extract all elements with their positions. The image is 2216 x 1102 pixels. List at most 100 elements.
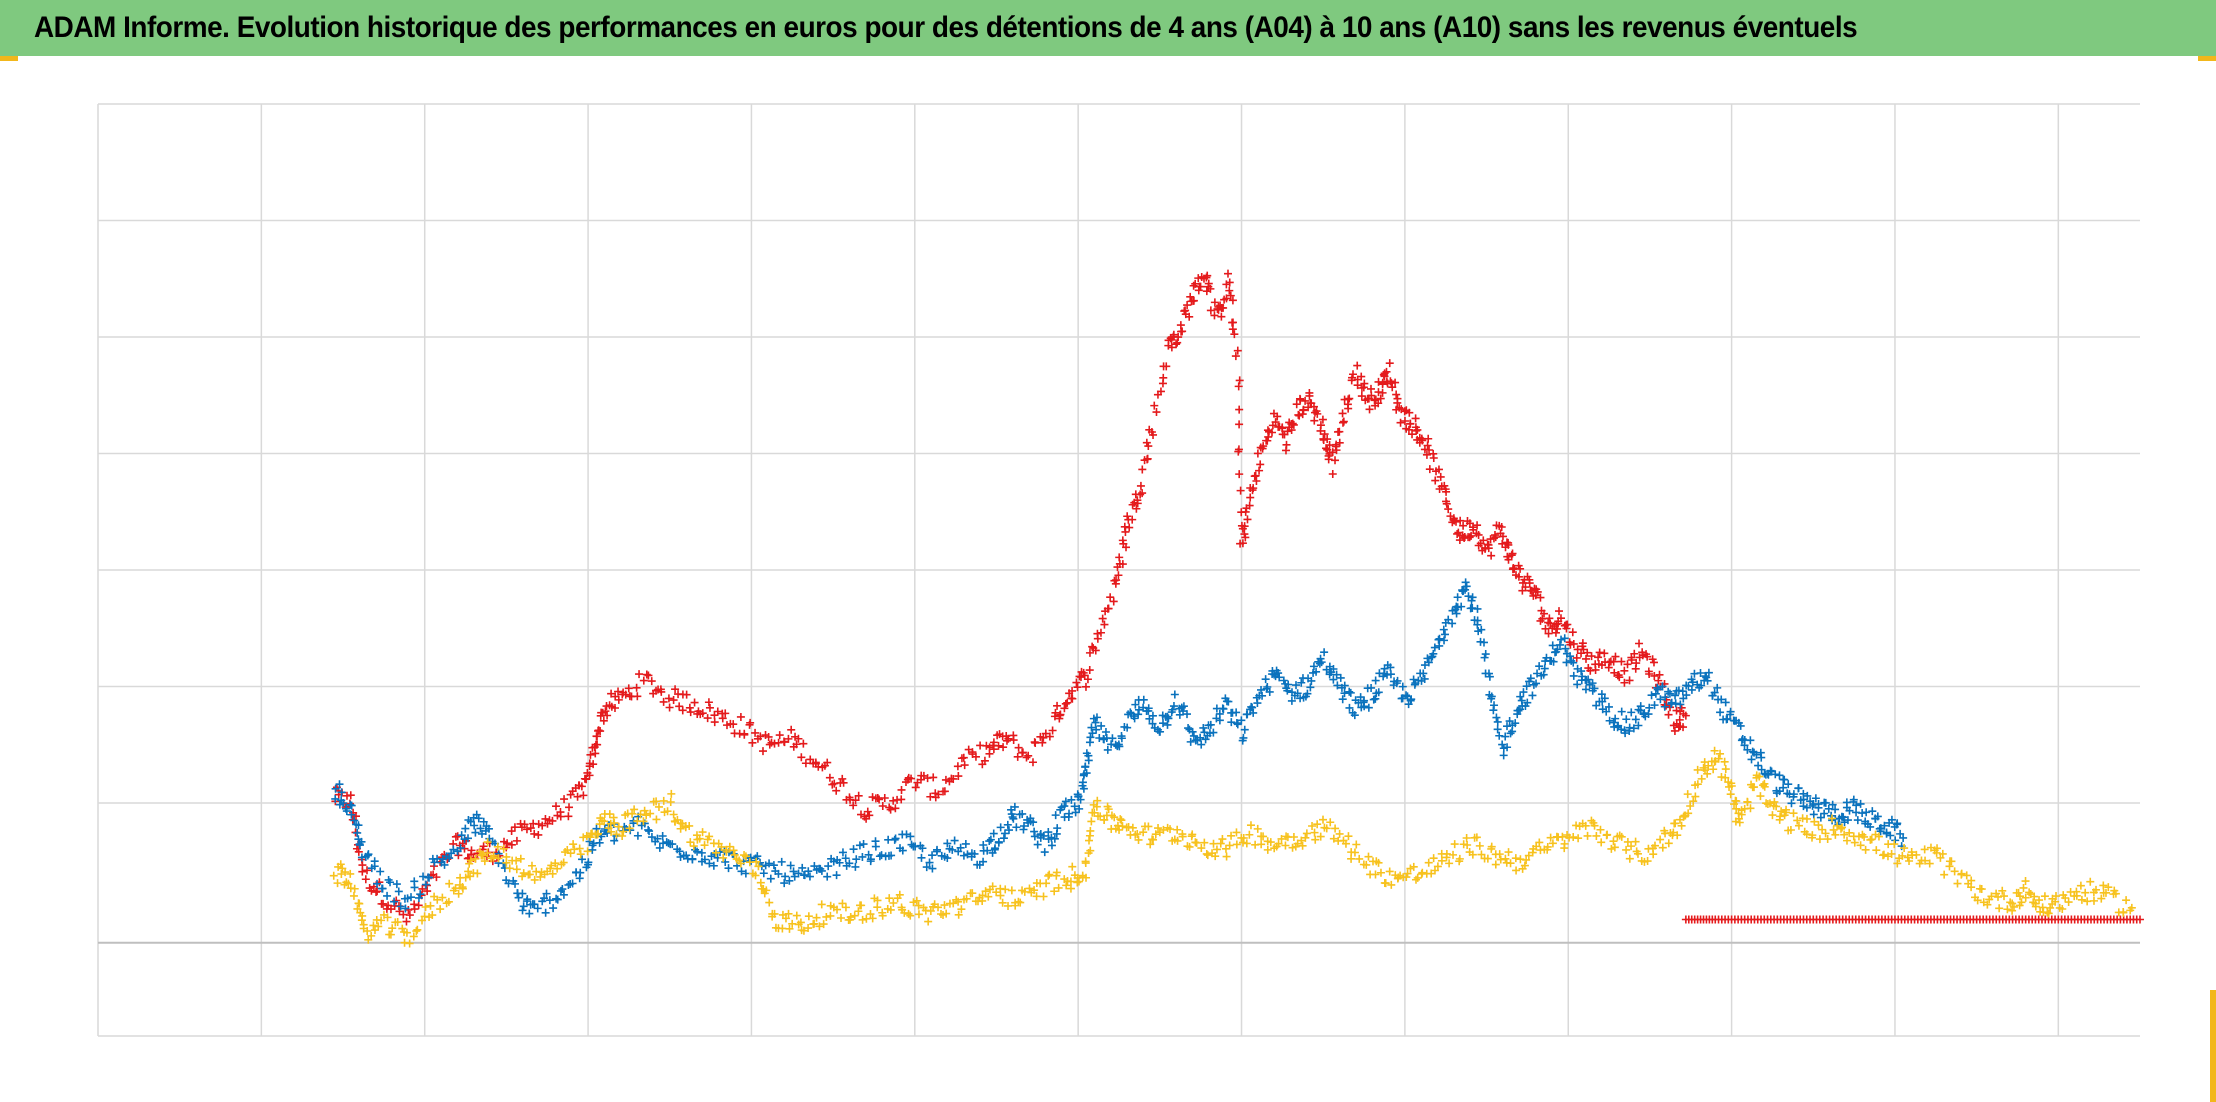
data-point [2097,894,2106,903]
data-point [1602,707,1611,716]
data-point [1794,821,1803,830]
data-point [924,917,933,926]
data-point [580,774,589,783]
data-point [758,747,767,756]
data-point [1540,609,1549,618]
data-point [1148,719,1157,728]
data-point [1371,676,1380,685]
data-point [1543,845,1552,854]
data-point [823,758,832,767]
data-point [1439,625,1448,634]
data-point [671,685,680,694]
data-point [1839,813,1848,822]
data-point [1256,460,1265,469]
data-point [1028,758,1037,767]
data-point [1326,818,1335,827]
data-point [1128,515,1137,524]
data-point [934,790,943,799]
data-point [1255,466,1264,475]
data-point [386,930,395,939]
data-point [646,809,655,818]
data-point [579,833,588,842]
data-point [912,896,921,905]
data-point [740,851,749,860]
data-point [1716,708,1725,717]
data-point [880,794,889,803]
data-point [806,755,815,764]
data-point [666,797,675,806]
data-point [1442,499,1451,508]
data-point [1076,795,1085,804]
data-point [1521,583,1530,592]
data-point [838,848,847,857]
data-point [1693,765,1702,774]
data-point [1320,648,1329,657]
data-point [527,861,536,870]
data-point [852,855,861,864]
data-point [1866,822,1875,831]
data-point [890,835,899,844]
data-point [907,774,916,783]
data-point [849,801,858,810]
data-point [1350,848,1359,857]
data-point [1289,833,1298,842]
data-point [425,873,434,882]
data-point [979,857,988,866]
series-2 [331,578,1908,918]
data-point [1357,392,1366,401]
data-point [1189,296,1198,305]
data-point [1487,551,1496,560]
data-point [1843,816,1852,825]
data-point [377,916,386,925]
data-point [1671,819,1680,828]
data-point [1297,836,1306,845]
corner-accent-top-right [2198,56,2216,61]
data-point [873,896,882,905]
data-point [1386,670,1395,679]
data-point [1636,702,1645,711]
data-point [1556,614,1565,623]
data-point [476,824,485,833]
data-point [960,761,969,770]
data-point [1134,835,1143,844]
data-point [1012,823,1021,832]
data-point [1194,286,1203,295]
data-point [846,913,855,922]
data-point [1631,715,1640,724]
data-point [897,795,906,804]
data-point [1821,829,1830,838]
data-point [1339,417,1348,426]
data-point [2043,908,2052,917]
data-point [593,732,602,741]
data-point [1313,409,1322,418]
data-point [1597,838,1606,847]
data-point [1219,303,1228,312]
data-point [1938,849,1947,858]
data-point [1288,419,1297,428]
data-point [1879,850,1888,859]
data-point [794,869,803,878]
data-point [1319,815,1327,824]
data-point [331,784,340,793]
data-point [1563,620,1572,629]
data-point [1167,343,1176,352]
data-point [1684,809,1693,818]
data-point [1186,737,1195,746]
data-point [1240,522,1249,531]
data-point [1452,517,1461,526]
data-point [1539,670,1548,679]
data-point [1000,829,1009,838]
data-point [1110,813,1119,822]
data-point [1072,678,1081,687]
data-point [428,911,437,920]
data-point [705,832,714,841]
data-point [1664,710,1673,719]
data-point [1340,681,1349,690]
data-point [1328,469,1337,478]
data-point [1068,686,1077,695]
data-point [1422,450,1431,459]
data-point [1060,704,1069,713]
data-point [1056,805,1065,814]
data-point [703,714,712,723]
data-point [1573,680,1582,689]
